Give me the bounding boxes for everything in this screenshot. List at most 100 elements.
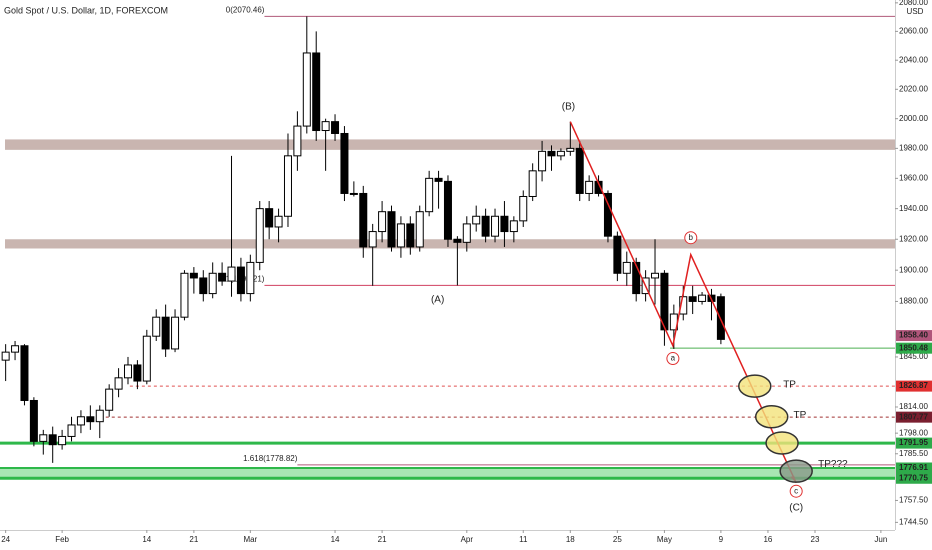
price-label-box — [896, 342, 932, 354]
candle-body — [594, 180, 603, 194]
candle-body — [509, 220, 518, 233]
candle-body — [538, 150, 547, 172]
candle-body — [152, 316, 161, 337]
candle-body — [331, 121, 340, 134]
y-tick-label: 1900.00 — [899, 265, 928, 274]
candle-body — [603, 192, 612, 237]
candle-body — [434, 177, 443, 182]
x-tick-label: 16 — [763, 535, 772, 544]
candle-body — [716, 296, 725, 340]
candle-body — [189, 272, 198, 279]
target-ellipse — [738, 374, 772, 398]
candle-body — [349, 192, 358, 195]
x-tick-label: Jun — [874, 535, 887, 544]
x-tick-label: 23 — [811, 535, 820, 544]
candle-body — [123, 364, 132, 379]
candle-body — [312, 52, 321, 132]
candle-body — [462, 223, 471, 243]
price-label: 1791.95 — [899, 438, 928, 447]
candle-body — [547, 150, 556, 157]
candle-body — [500, 215, 509, 233]
x-tick-label: Feb — [55, 535, 69, 544]
resistance-zone — [5, 139, 895, 150]
price-label: 1776.91 — [899, 463, 928, 472]
candle-body — [105, 388, 114, 411]
x-tick-label: May — [657, 535, 672, 544]
price-label-box — [896, 437, 932, 449]
candle-body — [453, 238, 462, 243]
candle-body — [622, 261, 631, 274]
candle-body — [566, 147, 575, 152]
candle-body — [632, 261, 641, 295]
y-tick-label: 1814.00 — [899, 402, 928, 411]
annotation-circle — [684, 231, 698, 245]
y-tick-label: 1845.00 — [899, 352, 928, 361]
x-tick-label: Mar — [243, 535, 257, 544]
annotation-label: b — [689, 233, 694, 242]
candle-body — [613, 235, 622, 274]
fib-label: 1.618(1778.82) — [243, 454, 298, 463]
candle-body — [472, 215, 481, 225]
candle-body — [48, 434, 57, 446]
annotation-label: TP — [783, 380, 796, 391]
y-tick-label: 2000.00 — [899, 114, 928, 123]
y-tick-label: 1960.00 — [899, 173, 928, 182]
y-tick-label: 1940.00 — [899, 204, 928, 213]
candle-body — [519, 195, 528, 222]
y-tick-label: 1785.50 — [899, 449, 928, 458]
candle-body — [274, 215, 283, 228]
annotation-label: a — [671, 354, 676, 363]
x-tick-label: 21 — [378, 535, 387, 544]
candle-body — [161, 316, 170, 350]
price-label: 1850.48 — [899, 343, 928, 352]
candle-body — [171, 316, 180, 350]
candle-body — [199, 277, 208, 295]
candle-body — [698, 294, 707, 302]
candle-body — [227, 266, 236, 282]
candle-body — [443, 180, 452, 240]
candle-body — [218, 272, 227, 282]
candle-body — [58, 435, 67, 446]
x-tick-label: 25 — [613, 535, 622, 544]
candle-body — [133, 364, 142, 382]
support-band — [0, 468, 895, 479]
candle-body — [396, 223, 405, 248]
x-tick-label: Apr — [461, 535, 474, 544]
y-tick-label: 1798.00 — [899, 428, 928, 437]
x-tick-label: 21 — [189, 535, 198, 544]
annotation-label: (A) — [431, 295, 444, 306]
y-tick-label: 1980.00 — [899, 143, 928, 152]
annotation-label: (B) — [562, 102, 575, 113]
candle-body — [368, 231, 377, 248]
candle-body — [67, 424, 76, 437]
price-label-box — [896, 472, 932, 484]
candle-body — [95, 409, 104, 423]
x-tick-label: 14 — [331, 535, 340, 544]
price-label: 1807.77 — [899, 412, 928, 421]
x-tick-label: 14 — [142, 535, 151, 544]
candle-body — [86, 416, 95, 423]
fib-label: 0(2070.46) — [226, 6, 265, 15]
candle-body — [528, 170, 537, 197]
candle-body — [114, 377, 123, 390]
candle-body — [76, 416, 85, 426]
candle-body — [255, 208, 264, 263]
candle-body — [387, 211, 396, 248]
fib-label: 1(1890.21) — [226, 275, 265, 284]
candle-body — [39, 434, 48, 442]
candle-body — [246, 261, 255, 295]
candle-body — [556, 150, 565, 157]
candle-body — [236, 266, 245, 295]
candle-body — [359, 192, 368, 248]
price-label: 1826.87 — [899, 381, 928, 390]
annotation-circle — [666, 352, 680, 366]
wave-projection — [569, 121, 797, 484]
candle-body — [660, 272, 669, 331]
chart-title: Gold Spot / U.S. Dollar, 1D, FOREXCOM — [4, 5, 168, 15]
price-label-box — [896, 462, 932, 474]
candle-body — [29, 399, 38, 442]
y-tick-label: 1920.00 — [899, 234, 928, 243]
candle-body — [20, 345, 29, 401]
resistance-zone — [5, 239, 895, 249]
